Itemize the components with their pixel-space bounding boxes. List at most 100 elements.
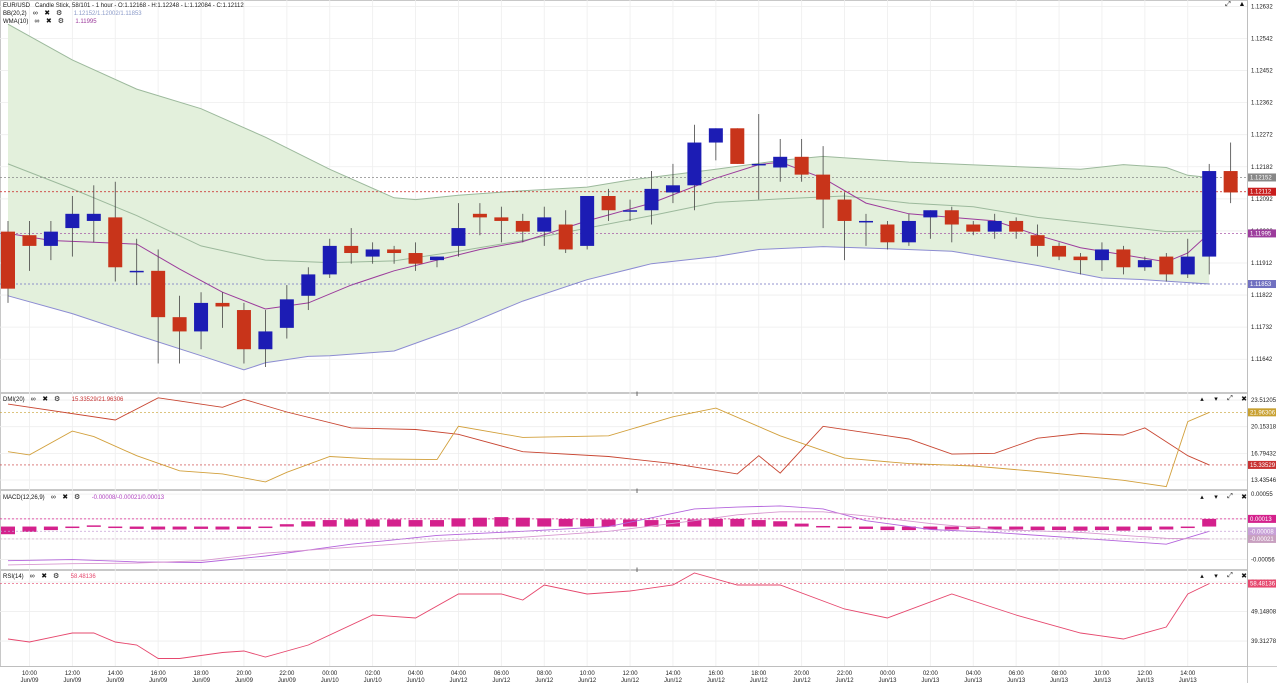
move-up-icon[interactable]: ▴ xyxy=(1200,494,1204,501)
macd-series-layer: 0.00013 -0.00008 -0.00021 xyxy=(0,505,1276,566)
close-icon[interactable]: ✖ xyxy=(41,573,48,580)
rsi-value: 58.48136 xyxy=(70,574,96,580)
time-tick-label: 12:00 xyxy=(623,671,639,677)
bearish-candle xyxy=(387,249,402,254)
macd-histogram-bar xyxy=(730,518,745,527)
time-tick-label: 00:00 xyxy=(322,671,338,677)
close-icon[interactable]: ✖ xyxy=(42,396,49,403)
expand-icon[interactable]: ⤢ xyxy=(1225,1,1231,8)
macd-histogram-bar xyxy=(65,526,80,529)
panel-splitter[interactable]: ‖ xyxy=(636,392,639,398)
gear-icon[interactable]: ⚙ xyxy=(57,18,64,25)
date-tick-label: Jun/13 xyxy=(1136,678,1155,683)
price-label-box xyxy=(1248,280,1276,289)
bearish-candle xyxy=(215,302,230,307)
macd-histogram-bar xyxy=(794,523,809,527)
close-icon[interactable]: ✖ xyxy=(1241,573,1247,580)
main-legend: EUR/USD Candle Stick, 58/101 - 1 hour - … xyxy=(3,2,244,10)
macd-histogram-bar xyxy=(86,525,101,527)
visibility-icon[interactable]: ∞ xyxy=(32,10,38,17)
bullish-candle xyxy=(258,331,273,350)
gear-icon[interactable]: ⚙ xyxy=(56,10,63,17)
move-up-icon[interactable]: ▴ xyxy=(1200,573,1204,580)
maximize-icon[interactable]: ▲ xyxy=(1238,1,1246,8)
move-down-icon[interactable]: ▾ xyxy=(1214,573,1218,580)
bearish-candle xyxy=(1,231,15,289)
expand-icon[interactable]: ⤢ xyxy=(1227,493,1233,500)
date-tick-label: Jun/13 xyxy=(1179,678,1198,683)
macd-histogram-bar xyxy=(837,526,852,529)
macd-histogram-bar xyxy=(580,518,595,527)
date-tick-label: Jun/09 xyxy=(20,678,39,683)
price-label-text: 1.11853 xyxy=(1250,282,1272,288)
bearish-candle xyxy=(236,310,251,350)
expand-icon[interactable]: ⤢ xyxy=(1227,572,1233,579)
time-tick-label: 22:00 xyxy=(279,671,295,677)
date-tick-label: Jun/12 xyxy=(750,678,769,683)
macd-histogram-bar xyxy=(751,520,766,527)
macd-signal-line xyxy=(7,511,1210,566)
bb-values: 1.12152/1.12002/1.11853 xyxy=(73,11,142,17)
y-tick-label: 1.12542 xyxy=(1251,36,1273,42)
bullish-candle xyxy=(43,231,58,246)
macd-values: -0.00008/-0.00021/0.00013 xyxy=(91,495,165,501)
date-tick-label: Jun/13 xyxy=(921,678,940,683)
move-down-icon[interactable]: ▾ xyxy=(1214,494,1218,501)
macd-histogram-bar xyxy=(859,526,873,529)
macd-histogram-bar xyxy=(215,526,230,530)
date-tick-label: Jun/12 xyxy=(578,678,597,683)
gear-icon[interactable]: ⚙ xyxy=(53,573,60,580)
gear-icon[interactable]: ⚙ xyxy=(74,494,81,501)
close-icon[interactable]: ✖ xyxy=(1241,396,1247,403)
close-icon[interactable]: ✖ xyxy=(45,18,52,25)
time-tick-label: 22:00 xyxy=(837,671,853,677)
y-tick-label: 13.43546 xyxy=(1251,478,1277,484)
bearish-candle xyxy=(494,217,509,221)
dmi-series-layer: 21.96306 15.33529 xyxy=(0,397,1276,488)
close-icon[interactable]: ✖ xyxy=(44,10,51,17)
main-panel-controls: ⤢ ▲ xyxy=(1224,1,1246,9)
bullish-candle xyxy=(859,220,873,223)
expand-icon[interactable]: ⤢ xyxy=(1227,395,1233,402)
bearish-candle xyxy=(794,156,809,175)
visibility-icon[interactable]: ∞ xyxy=(29,573,35,580)
date-tick-label: Jun/13 xyxy=(964,678,983,683)
panel-splitter[interactable]: ‖ xyxy=(636,489,639,495)
macd-histogram-bar xyxy=(108,526,123,529)
date-tick-label: Jun/12 xyxy=(621,678,640,683)
macd-histogram-bar xyxy=(172,526,187,530)
move-up-icon[interactable]: ▴ xyxy=(1200,396,1204,403)
macd-histogram-bar xyxy=(279,524,294,527)
time-tick-label: 08:00 xyxy=(537,671,553,677)
macd-histogram-bar xyxy=(451,518,466,527)
visibility-icon[interactable]: ∞ xyxy=(50,494,56,501)
close-icon[interactable]: ✖ xyxy=(1241,494,1247,501)
candles-layer xyxy=(1,114,1238,368)
time-tick-label: 18:00 xyxy=(194,671,210,677)
bullish-candle xyxy=(279,299,294,328)
date-tick-label: Jun/10 xyxy=(321,678,340,683)
dmi-legend: DMI(20) ∞ ✖ ⚙ 15.33529/21.96306 xyxy=(3,396,123,404)
macd-histogram-bar xyxy=(1,526,15,535)
visibility-icon[interactable]: ∞ xyxy=(34,18,40,25)
time-tick-label: 10:00 xyxy=(1094,671,1110,677)
bullish-candle xyxy=(129,270,144,273)
move-down-icon[interactable]: ▾ xyxy=(1214,396,1218,403)
bearish-candle xyxy=(837,199,852,221)
macd-histogram-bar xyxy=(365,519,380,527)
macd-legend: MACD(12,26,9) ∞ ✖ ⚙ -0.00008/-0.00021/0.… xyxy=(3,494,164,502)
date-tick-label: Jun/13 xyxy=(1007,678,1026,683)
macd-histogram-bar xyxy=(1094,526,1109,531)
close-icon[interactable]: ✖ xyxy=(62,494,69,501)
bullish-candle xyxy=(773,156,788,168)
macd-histogram-bar xyxy=(194,526,209,529)
time-tick-label: 20:00 xyxy=(794,671,810,677)
gear-icon[interactable]: ⚙ xyxy=(54,396,61,403)
visibility-icon[interactable]: ∞ xyxy=(30,396,36,403)
bearish-candle xyxy=(558,224,573,250)
panel-splitter[interactable]: ‖ xyxy=(636,568,639,574)
time-tick-label: 12:00 xyxy=(65,671,81,677)
macd-name: MACD(12,26,9) xyxy=(3,495,45,501)
macd-panel-controls: ▴ ▾ ⤢ ✖ xyxy=(1198,493,1248,501)
